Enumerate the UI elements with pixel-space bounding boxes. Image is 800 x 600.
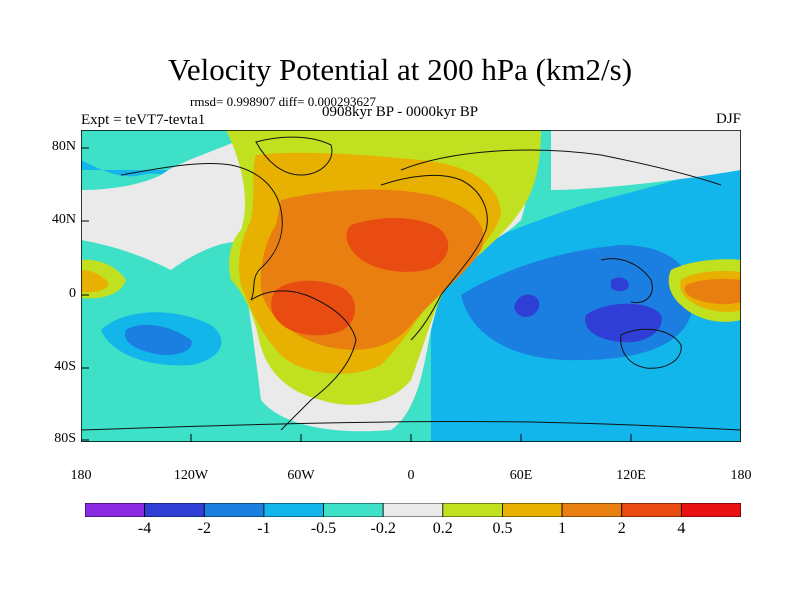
colorbar-swatch <box>442 503 503 517</box>
colorbar-label: 0.2 <box>432 520 453 537</box>
contour-negative-2-south-pacific <box>125 324 192 356</box>
contour-negative-3-indian <box>585 303 662 343</box>
lon-label-0: 0 <box>407 468 415 483</box>
colorbar-swatch <box>621 503 682 517</box>
coast-greenland <box>255 136 333 176</box>
lat-label-80n: 80N <box>51 139 76 154</box>
coast-eurasia <box>400 149 722 186</box>
colorbar-label: -2 <box>197 520 211 537</box>
colorbar-swatch <box>263 503 324 517</box>
colorbar-label: 1 <box>558 520 567 537</box>
contour-negative-3-north <box>611 277 629 292</box>
coast-north-america <box>120 162 283 301</box>
colorbar-swatch <box>680 503 741 517</box>
axis-ticks <box>81 147 632 442</box>
colorbar <box>85 503 741 517</box>
lon-label-120w: 120W <box>173 468 209 483</box>
colorbar-label: 0.5 <box>492 520 513 537</box>
lon-label-180w: 180 <box>70 468 92 483</box>
lat-label-80s: 80S <box>54 431 76 446</box>
coast-africa <box>380 174 488 341</box>
lat-label-40n: 40N <box>51 212 76 227</box>
contour-positive-3-west-pacific <box>684 278 741 305</box>
coast-antarctica <box>81 421 741 431</box>
lon-label-60e: 60E <box>509 468 533 483</box>
coastlines <box>81 136 741 431</box>
season-label: DJF <box>715 111 741 127</box>
coast-australia <box>620 328 682 369</box>
lat-label-40s: 40S <box>54 359 76 374</box>
experiment-label: Expt = teVT7-tevta1 <box>81 112 206 128</box>
colorbar-swatch <box>323 503 384 517</box>
map-title: Velocity Potential at 200 hPa (km2/s) <box>167 52 633 87</box>
colorbar-swatch <box>144 503 205 517</box>
colorbar-label: -0.5 <box>310 520 337 537</box>
velocity-potential-map <box>81 130 741 442</box>
colorbar-swatch <box>382 503 444 517</box>
colorbar-swatch <box>203 503 265 517</box>
rmsd-diff-stats: rmsd= 0.998907 diff= 0.000293627 <box>190 94 376 109</box>
contour-positive-2-east-pacific <box>81 270 109 293</box>
contour-positive-4-africa <box>346 218 449 272</box>
colorbar-swatch <box>85 503 146 517</box>
coast-south-america <box>250 290 357 431</box>
colorbar-swatch <box>561 503 623 517</box>
lon-label-120e: 120E <box>616 468 646 483</box>
lon-label-60w: 60W <box>287 468 315 483</box>
colorbar-label: -1 <box>257 520 271 537</box>
time-period-label: 0908kyr BP - 0000kyr BP <box>322 104 479 120</box>
lon-label-180e: 180 <box>730 468 752 483</box>
colorbar-swatch <box>502 503 563 517</box>
contour-positive-4-south-america <box>271 280 355 336</box>
contour-negative-3-west <box>514 294 540 318</box>
lat-label-eq: 0 <box>69 286 76 301</box>
coast-maritime-continent <box>600 258 653 304</box>
colorbar-label: -4 <box>137 520 152 537</box>
colorbar-label: 4 <box>677 520 686 537</box>
colorbar-label: -0.2 <box>370 520 396 537</box>
colorbar-label: 2 <box>617 520 626 537</box>
